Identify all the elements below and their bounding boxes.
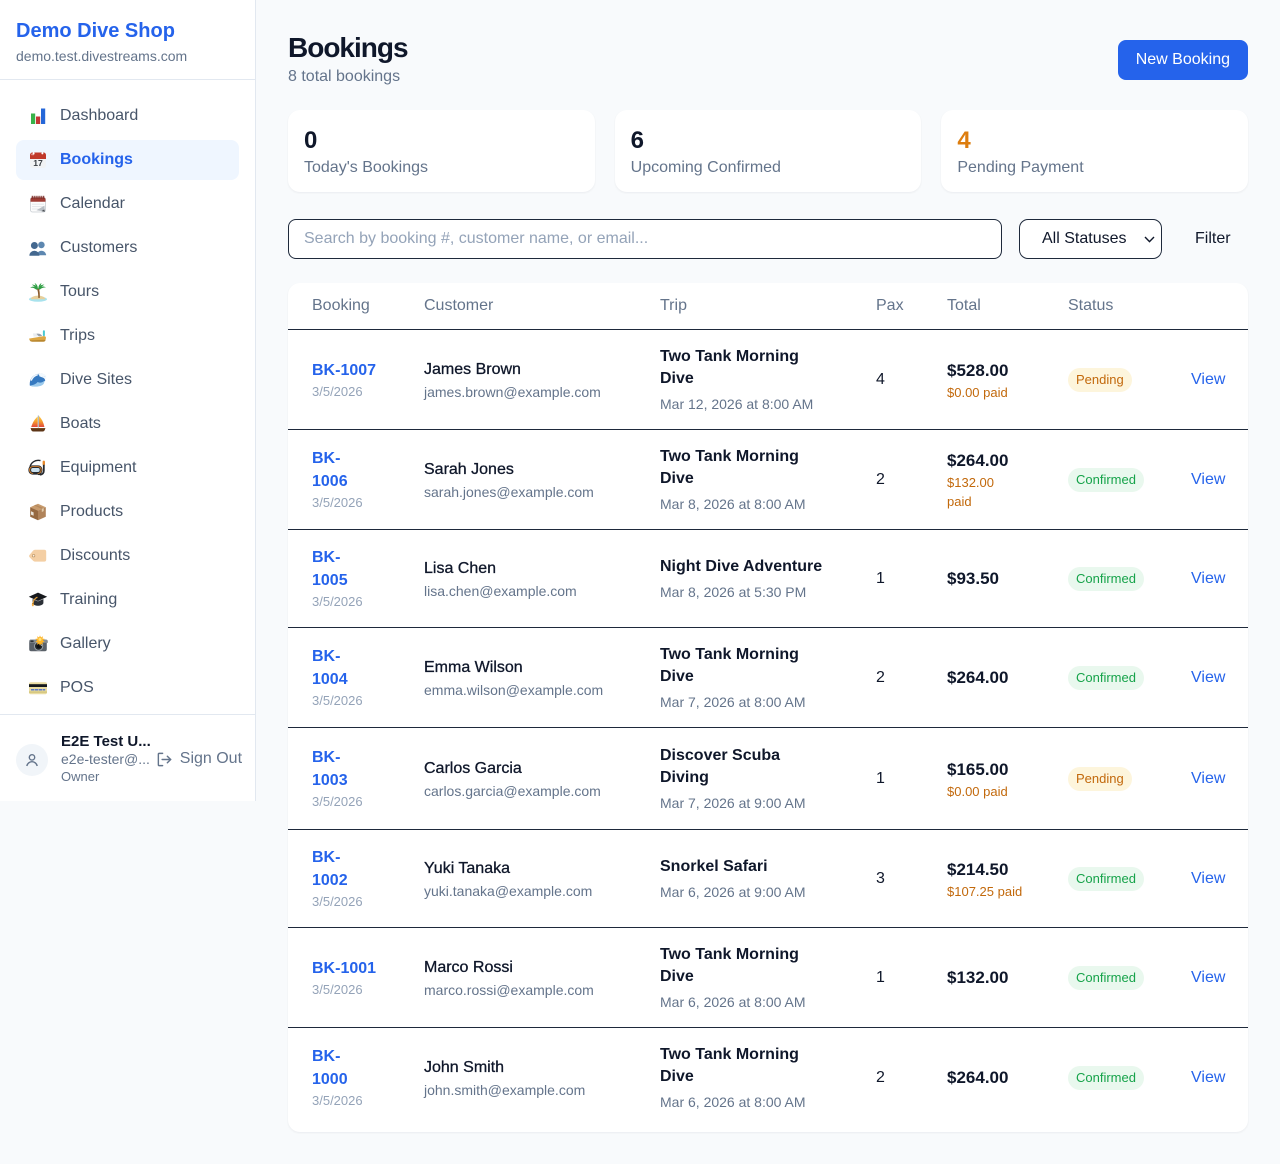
svg-text:17: 17 bbox=[33, 158, 43, 168]
